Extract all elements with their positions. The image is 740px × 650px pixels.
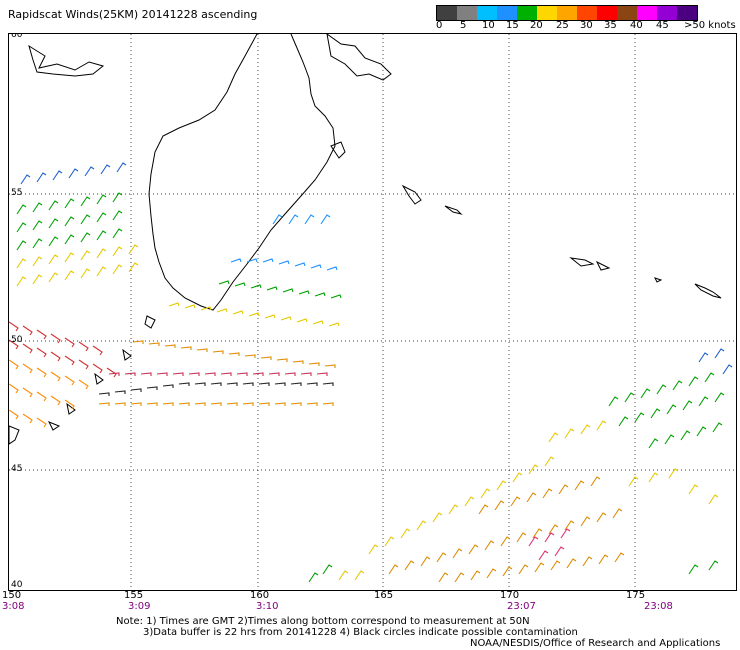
pass-time-label: 3:09 [128,601,151,612]
hokkaido-coast [9,425,20,445]
barb-swath-yellow-east [338,420,719,581]
pass-time-label: 3:10 [256,601,279,612]
barb-swath-orange-central [98,340,336,406]
barb-swath-yellow-west [16,244,139,287]
map-title: Rapidscat Winds(25KM) 20141228 ascending [8,8,258,21]
legend-color-swatch [517,6,537,20]
legend-color-swatch [477,6,497,20]
pass-time-label: 23:07 [507,601,536,612]
latitude-label: 45 [11,464,23,474]
kuril-island-1 [144,315,156,329]
barb-swath-blue-west [20,162,127,185]
aleutian-1 [569,257,595,267]
legend-color-swatch [677,6,697,20]
legend-label: 10 [482,20,495,31]
kuril-island-4 [66,402,76,415]
barb-swath-red-west [9,321,117,378]
longitude-label: 160 [250,590,270,601]
barb-swath-green-west [16,192,123,251]
longitude-label: 150 [2,590,22,601]
longitude-label: 170 [500,590,520,601]
commander-island-2 [444,205,463,215]
barb-swath-yellow-central [168,302,340,327]
legend-label: 45 [656,20,669,31]
pass-time-label: 23:08 [644,601,673,612]
legend-color-swatch [597,6,617,20]
note-line: Note: 1) Times are GMT 2)Times along bot… [116,616,530,627]
legend-label: >50 knots [684,20,736,31]
commander-island [401,184,422,205]
latitude-label: 55 [11,188,23,198]
kuril-island-2 [122,348,132,361]
legend-label: 5 [460,20,467,31]
aleutian-2 [595,260,611,271]
legend-color-swatch [457,6,477,20]
pass-time-label: 3:08 [2,601,25,612]
coastlines [9,34,722,445]
wind-barbs [9,162,733,583]
kamchatka-coast [148,34,336,311]
legend-color-swatch [617,6,637,20]
legend-label: 20 [530,20,543,31]
barb-swath-orange-west [9,359,89,428]
map-canvas [9,34,736,590]
barb-swath-blue-east [698,348,733,375]
legend-label: 15 [506,20,519,31]
graticule [9,34,736,590]
northern-coast [326,34,392,81]
legend-labels: 0 5 10 15 20 25 30 35 40 45 >50 knots [430,20,740,34]
barb-swath-red-central [108,372,328,376]
legend-color-swatch [497,6,517,20]
latitude-label: 60 [11,33,23,40]
legend-label: 0 [436,20,443,31]
wind-map: 60 55 50 45 40 [8,33,737,591]
legend-color-swatch [557,6,577,20]
legend-color-swatch [637,6,657,20]
barb-swath-green-east [308,372,725,583]
aleutian-3 [654,277,663,283]
legend-color-swatch [657,6,677,20]
barb-swath-red-east [528,528,571,561]
latitude-label: 50 [11,335,23,345]
agency-credit: NOAA/NESDIS/Office of Research and Appli… [470,638,721,649]
legend-color-swatch [537,6,557,20]
barb-swath-green-east-kamchatka [218,280,342,299]
note-line: 3)Data buffer is 22 hrs from 20141228 4)… [143,627,578,638]
karaginsky-island [330,141,346,159]
wind-speed-color-legend [436,5,698,21]
barb-swath-orange-east [388,476,625,583]
barb-swath-black-contaminated [98,382,334,396]
aleutian-4 [694,283,722,299]
legend-label: 35 [604,20,617,31]
legend-label: 25 [556,20,569,31]
legend-color-swatch [437,6,457,20]
longitude-label: 155 [124,590,144,601]
latitude-label: 40 [11,580,23,590]
kuril-island-3 [94,372,104,385]
legend-label: 30 [580,20,593,31]
legend-color-swatch [577,6,597,20]
longitude-label: 175 [626,590,646,601]
legend-label: 40 [630,20,643,31]
barb-swath-blue-east-kamchatka [230,214,338,271]
kuril-island-5 [47,421,61,431]
longitude-label: 165 [374,590,394,601]
okhotsk-island [28,44,105,77]
